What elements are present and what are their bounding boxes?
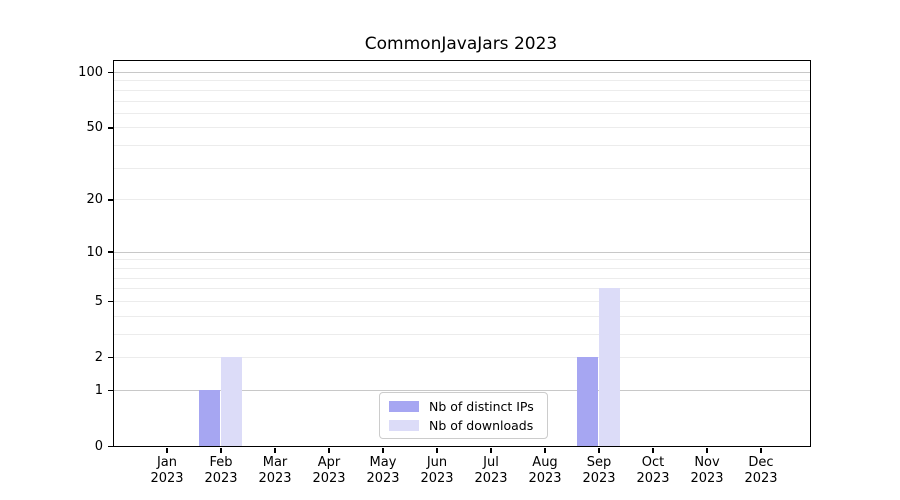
y-tick-label-5: 5: [94, 293, 103, 309]
y-tick-100: [108, 71, 113, 74]
legend-swatch-downloads: [389, 419, 419, 431]
y-tick-50: [108, 127, 113, 129]
y-tick-label-2: 2: [94, 350, 103, 365]
x-tick-may: [382, 448, 384, 453]
x-tick-label-jul: Jul 2023: [474, 455, 508, 486]
gridline-minor-80: [114, 89, 810, 91]
gridline-minor-30: [114, 167, 810, 169]
gridline-minor-7: [114, 277, 810, 279]
legend-swatch-distinct-ips: [389, 400, 419, 412]
x-tick-apr: [328, 448, 330, 453]
x-tick-nov: [706, 448, 708, 453]
legend-label-downloads: Nb of downloads: [429, 417, 534, 433]
gridline-minor-90: [114, 80, 810, 82]
y-tick-label-0: 0: [94, 439, 103, 454]
bar-nb-of-distinct-ips-feb: [198, 389, 221, 446]
x-tick-aug: [544, 448, 546, 453]
x-tick-label-aug: Aug 2023: [528, 455, 562, 486]
gridline-minor-4: [114, 315, 810, 317]
x-tick-label-jan: Jan 2023: [150, 455, 184, 486]
x-tick-sep: [598, 448, 600, 453]
legend-entry-downloads: Nb of downloads: [389, 418, 538, 433]
gridline-minor-3: [114, 333, 810, 335]
plot-area: Nb of distinct IPs Nb of downloads: [113, 60, 811, 447]
chart-title: CommonJavaJars 2023: [364, 34, 558, 54]
gridline-minor-9: [114, 259, 810, 261]
gridline-major-100: [114, 72, 810, 73]
x-tick-jun: [436, 448, 438, 453]
legend-label-distinct-ips: Nb of distinct IPs: [429, 398, 534, 414]
legend-entry-distinct-ips: Nb of distinct IPs: [389, 399, 538, 414]
y-tick-label-100: 100: [78, 65, 103, 80]
gridline-minor-20: [114, 199, 810, 201]
gridline-minor-40: [114, 145, 810, 147]
y-tick-10: [108, 251, 113, 253]
x-tick-label-dec: Dec 2023: [744, 455, 778, 486]
gridline-minor-6: [114, 288, 810, 290]
bar-nb-of-distinct-ips-sep: [576, 357, 599, 446]
y-tick-0: [108, 445, 113, 448]
gridline-minor-5: [114, 300, 810, 302]
x-tick-label-oct: Oct 2023: [636, 455, 670, 486]
x-tick-oct: [652, 448, 654, 453]
x-tick-label-jun: Jun 2023: [420, 455, 454, 486]
y-tick-1: [108, 389, 113, 392]
bar-nb-of-downloads-sep: [598, 288, 621, 446]
x-tick-jul: [490, 448, 492, 453]
gridline-minor-60: [114, 112, 810, 114]
x-tick-label-nov: Nov 2023: [690, 455, 724, 486]
x-tick-label-sep: Sep 2023: [582, 455, 616, 486]
x-tick-dec: [760, 448, 762, 453]
y-tick-5: [108, 300, 113, 302]
x-tick-mar: [274, 448, 276, 453]
gridline-minor-50: [114, 127, 810, 129]
x-tick-label-may: May 2023: [366, 455, 400, 486]
gridline-major-10: [114, 251, 810, 253]
x-tick-feb: [220, 448, 222, 453]
y-tick-label-10: 10: [86, 244, 103, 260]
gridline-major-1: [114, 389, 810, 391]
gridline-minor-8: [114, 267, 810, 269]
y-tick-label-20: 20: [86, 192, 103, 208]
legend: Nb of distinct IPs Nb of downloads: [379, 392, 548, 439]
bar-nb-of-downloads-feb: [220, 357, 243, 446]
gridline-minor-70: [114, 100, 810, 102]
y-tick-label-50: 50: [86, 120, 103, 136]
x-tick-label-mar: Mar 2023: [258, 455, 292, 486]
y-tick-2: [108, 356, 113, 359]
x-tick-label-apr: Apr 2023: [312, 455, 346, 486]
gridline-minor-2: [114, 357, 810, 358]
y-tick-20: [108, 199, 113, 201]
y-tick-label-1: 1: [94, 382, 103, 398]
x-tick-label-feb: Feb 2023: [204, 455, 238, 486]
x-tick-jan: [166, 448, 168, 453]
